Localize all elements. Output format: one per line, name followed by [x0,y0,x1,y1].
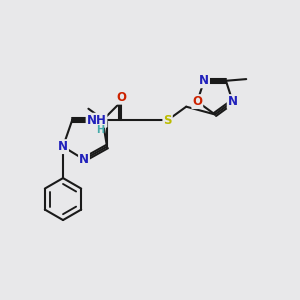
Text: N: N [58,140,68,153]
Text: O: O [116,91,126,104]
Text: N: N [79,153,89,166]
Text: S: S [163,114,172,127]
Text: N: N [228,95,238,108]
Text: NH: NH [87,114,106,127]
Text: H: H [97,125,105,135]
Text: O: O [192,95,202,108]
Text: N: N [199,74,209,87]
